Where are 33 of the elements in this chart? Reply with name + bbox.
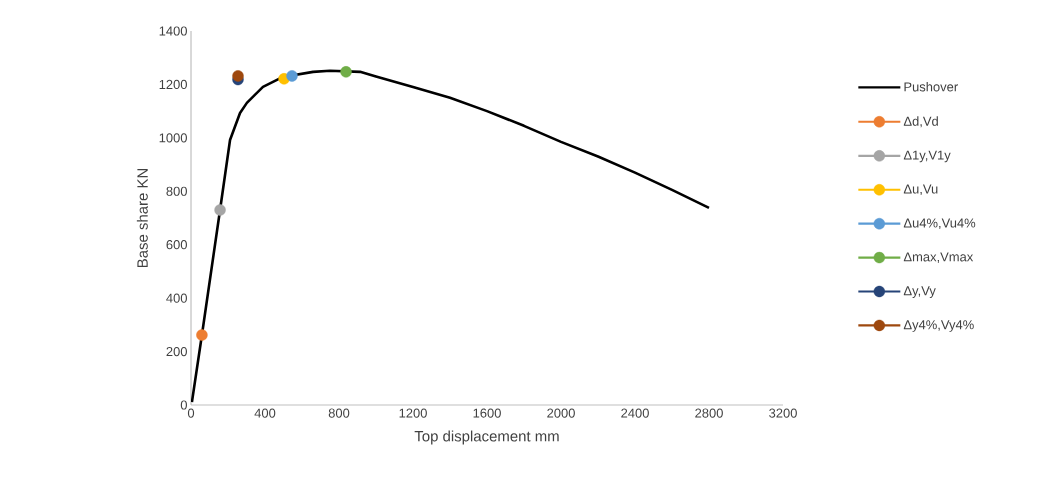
point: [286, 70, 298, 82]
y-tick-label: 1400: [159, 26, 187, 36]
x-tick-label: 400: [254, 408, 276, 418]
legend-label: Δy,Vy: [903, 286, 936, 298]
legend-label: Pushover: [904, 81, 958, 92]
y-tick-label: 0: [180, 400, 187, 410]
x-tick-label: 2800: [695, 408, 723, 418]
legend-label: Δu,Vu: [903, 184, 938, 196]
y-tick-label: 400: [166, 293, 187, 303]
y-tick-label: 1200: [159, 79, 187, 90]
y-tick-label: 200: [166, 346, 187, 357]
x-axis-title: Top displacement mm: [414, 430, 559, 445]
y-tick-label: 600: [166, 240, 187, 250]
x-tick-label: 2000: [547, 408, 575, 418]
legend-label: Δd,Vd: [903, 116, 938, 128]
point: [340, 66, 352, 78]
x-tick-label: 800: [328, 408, 350, 418]
y-axis-title: Base share KN: [136, 168, 148, 268]
x-tick-label: 1600: [473, 408, 501, 418]
legend-label: Δu4%,Vu4%: [903, 218, 976, 230]
legend-label: Δy4%,Vy4%: [903, 320, 974, 332]
point: [214, 204, 226, 216]
x-tick-label: 2400: [621, 408, 649, 418]
legend-label: Δ1y,V1y: [903, 150, 951, 163]
y-tick-label: 1000: [159, 133, 187, 143]
x-tick-label: 0: [187, 408, 195, 418]
point: [196, 329, 208, 341]
point: [232, 70, 244, 82]
line-series: [191, 69, 711, 404]
legend-label: Δmax,Vmax: [903, 252, 974, 263]
y-tick-label: 800: [166, 186, 187, 196]
x-tick-label: 3200: [769, 408, 797, 418]
x-tick-label: 1200: [399, 408, 427, 418]
